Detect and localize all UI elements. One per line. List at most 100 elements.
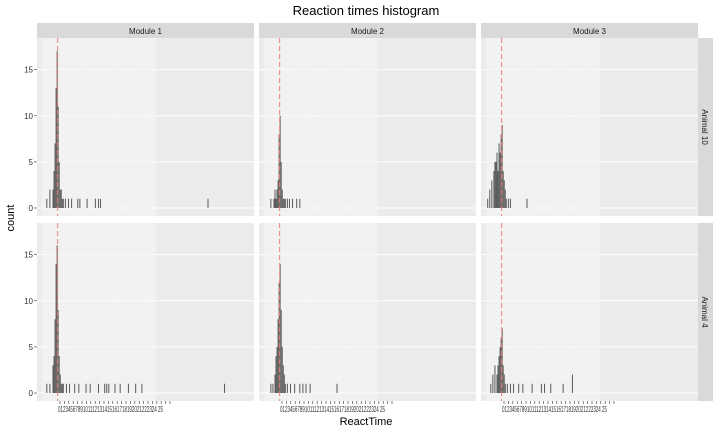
histogram-bar	[127, 383, 129, 393]
strip-row-2	[697, 223, 713, 401]
histogram-bar	[497, 171, 499, 208]
histogram-bar	[60, 383, 62, 393]
histogram-bar	[281, 189, 283, 208]
histogram-bar	[277, 180, 279, 208]
histogram-bar	[58, 356, 60, 393]
strip-column-2	[259, 23, 476, 38]
histogram-bar	[544, 383, 546, 393]
histogram-bar	[61, 198, 63, 208]
histogram-bar	[299, 198, 301, 208]
histogram-bar	[77, 198, 79, 208]
histogram-bar	[71, 198, 73, 208]
strip-column-label: Module 2	[351, 27, 384, 36]
histogram-bar	[531, 383, 533, 393]
histogram-bar	[59, 374, 61, 393]
histogram-bar	[513, 383, 515, 393]
y-tick-label: 0	[29, 389, 34, 398]
histogram-bar	[46, 198, 48, 208]
histogram-bar	[288, 198, 290, 208]
histogram-bar	[86, 198, 88, 208]
facet-panel	[259, 223, 476, 401]
histogram-bar	[280, 161, 282, 208]
histogram-bar	[277, 319, 279, 393]
histogram-bar	[89, 383, 91, 393]
histogram-bar	[494, 161, 496, 208]
y-tick-label: 10	[24, 112, 33, 121]
strip-column-label: Module 1	[129, 27, 162, 36]
histogram-bar	[494, 365, 496, 393]
histogram-bar	[97, 383, 99, 393]
x-tick-labels: 0123456789101112131415161718192021222324…	[58, 405, 163, 414]
histogram-bar	[283, 374, 285, 393]
histogram-bar	[498, 143, 500, 208]
histogram-bar	[278, 282, 280, 393]
histogram-bar	[282, 365, 284, 393]
histogram-bar	[294, 383, 296, 393]
histogram-bar	[135, 383, 137, 393]
histogram-bar	[46, 383, 48, 393]
histogram-bar	[52, 365, 54, 393]
strip-column-label: Module 3	[573, 27, 606, 36]
histogram-bar	[224, 383, 226, 393]
facet-panel	[481, 223, 698, 401]
histogram-bar	[119, 383, 121, 393]
histogram-bar	[281, 346, 283, 393]
histogram-bar	[85, 383, 87, 393]
histogram-bar	[69, 383, 71, 393]
histogram-bar	[550, 383, 552, 393]
histogram-bar	[286, 383, 288, 393]
histogram-bar	[65, 383, 67, 393]
histogram-bar	[270, 198, 272, 208]
y-tick-label: 10	[24, 297, 33, 306]
histogram-bar	[296, 198, 298, 208]
chart-title: Reaction times histogram	[293, 3, 440, 18]
histogram-bar	[499, 152, 501, 208]
histogram-bar	[505, 198, 507, 208]
histogram-bar	[509, 383, 511, 393]
histogram-bar	[62, 198, 64, 208]
facet-panels: Module 1 Module 2 Module 3 Animal 10 Animal …	[24, 23, 713, 414]
y-tick-label: 0	[29, 204, 34, 213]
histogram-bar	[79, 198, 81, 208]
histogram-bar	[506, 383, 508, 393]
histogram-bar	[497, 365, 499, 393]
histogram-bar	[336, 383, 338, 393]
histogram-bar	[94, 198, 96, 208]
histogram-bar	[58, 161, 60, 208]
histogram-bar	[60, 189, 62, 208]
histogram-bar	[502, 171, 504, 208]
histogram-bar	[302, 383, 304, 393]
histogram-bar	[64, 198, 66, 208]
histogram-bar	[49, 189, 51, 208]
histogram-bar	[309, 383, 311, 393]
histogram-bar	[54, 319, 56, 393]
histogram-bar	[78, 383, 80, 393]
histogram-bar	[74, 383, 76, 393]
histogram-bar	[61, 383, 63, 393]
histogram-bar	[290, 383, 291, 393]
histogram-bar	[207, 198, 209, 208]
histogram-bar	[487, 198, 489, 208]
histogram-bar	[286, 198, 288, 208]
histogram-bar	[278, 134, 280, 208]
histogram-bar	[305, 383, 307, 393]
histogram-bar	[299, 383, 301, 393]
histogram-bar	[500, 337, 502, 393]
histogram-bar	[52, 189, 54, 208]
histogram-bar	[491, 180, 493, 208]
histogram-bar	[499, 346, 501, 393]
y-tick-label: 5	[29, 343, 34, 352]
histogram-bar	[562, 383, 564, 393]
y-axis-title: count	[5, 205, 17, 232]
histogram-bar	[504, 383, 506, 393]
y-tick-label: 15	[24, 66, 33, 75]
histogram-bar	[493, 171, 495, 208]
facet-panel	[481, 38, 698, 216]
histogram-bar	[274, 374, 276, 393]
histogram-bar	[496, 152, 498, 208]
histogram-bar	[55, 263, 57, 393]
histogram-bar	[526, 198, 528, 208]
histogram-bar	[503, 374, 505, 393]
histogram-bar	[270, 383, 272, 393]
x-axis-title: ReactTime	[340, 416, 393, 428]
